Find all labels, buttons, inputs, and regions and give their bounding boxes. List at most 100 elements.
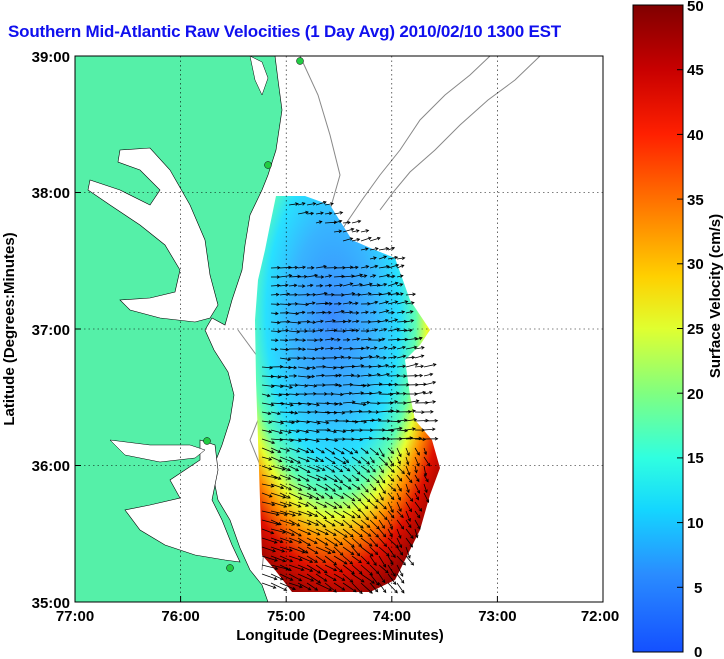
velocity-vector-head [293, 365, 298, 370]
velocity-vector [279, 528, 295, 536]
velocity-vector [360, 465, 370, 473]
velocity-vector [423, 483, 428, 493]
velocity-vector [324, 546, 336, 554]
velocity-vector-head [410, 319, 415, 323]
bathymetry-contour-slope [379, 56, 541, 211]
velocity-vector-head [366, 498, 371, 503]
velocity-vector [387, 420, 401, 423]
velocity-vector [360, 528, 372, 537]
velocity-vector [342, 348, 353, 350]
velocity-vector-head [366, 346, 370, 350]
velocity-vector [378, 364, 389, 368]
velocity-vector-head [358, 409, 363, 414]
velocity-vector [306, 284, 313, 287]
albemarle-sound [109, 439, 206, 463]
velocity-vector [333, 366, 344, 369]
velocity-vector [279, 447, 290, 452]
velocity-vector-head [320, 275, 325, 279]
velocity-vector-head [373, 256, 377, 260]
velocity-vector [324, 438, 338, 442]
velocity-vector [351, 465, 361, 475]
velocity-vector [360, 230, 369, 233]
velocity-vector [270, 582, 287, 591]
velocity-vector [378, 456, 388, 466]
velocity-vector [423, 401, 436, 404]
velocity-vector [387, 519, 393, 530]
velocity-vector [261, 573, 277, 580]
velocity-vector-head [400, 579, 405, 584]
velocity-vector-head [297, 477, 302, 482]
velocity-vector [351, 274, 363, 278]
velocity-vector-head [390, 514, 395, 519]
velocity-vector-head [418, 336, 423, 341]
velocity-vector-head [321, 449, 325, 454]
velocity-vector [351, 320, 359, 323]
velocity-vector [324, 537, 338, 547]
velocity-vector [342, 528, 354, 538]
velocity-vector [297, 456, 310, 462]
velocity-vector [279, 420, 295, 424]
velocity-vector-head [277, 521, 282, 526]
velocity-vector-head [360, 525, 364, 529]
velocity-vector [405, 501, 412, 512]
velocity-vector [351, 573, 365, 583]
velocity-vector-head [394, 300, 399, 304]
velocity-vector [279, 357, 291, 361]
velocity-vector [342, 392, 352, 395]
velocity-vector-head [383, 543, 388, 548]
velocity-vector-head [413, 418, 418, 422]
velocity-vector-head [398, 453, 402, 458]
velocity-vector [306, 519, 319, 526]
velocity-vector-head [281, 549, 286, 553]
velocity-vector-head [411, 355, 416, 360]
velocity-vector-head [339, 569, 343, 573]
velocity-vector-head [268, 466, 273, 471]
velocity-vector-head [314, 513, 319, 517]
velocity-vector [306, 203, 316, 206]
velocity-vector-head [429, 390, 433, 395]
velocity-vector [342, 293, 355, 296]
map-title: Southern Mid-Atlantic Raw Velocities (1 … [8, 22, 561, 41]
velocity-vector-head [328, 283, 333, 288]
velocity-vector [423, 465, 427, 476]
x-tick-label: 72:00 [581, 608, 619, 625]
velocity-vector-head [373, 346, 378, 350]
velocity-vector-head [270, 402, 275, 407]
velocity-vector-head [375, 410, 380, 414]
velocity-vector [405, 483, 410, 493]
velocity-vector-head [296, 329, 301, 334]
velocity-vector [396, 528, 402, 539]
velocity-vector [306, 555, 318, 563]
velocity-vector-head [273, 540, 278, 544]
velocity-vector-head [273, 576, 278, 581]
velocity-vector-head [338, 383, 343, 388]
velocity-vector [378, 573, 386, 583]
velocity-vector-head [302, 347, 307, 352]
velocity-vector [261, 375, 274, 377]
velocity-vector-head [317, 570, 322, 574]
velocity-vector-head [412, 292, 417, 297]
velocity-vector [306, 456, 319, 462]
velocity-vector [288, 555, 303, 561]
velocity-vector [369, 284, 380, 287]
velocity-vector-head [400, 525, 405, 530]
velocity-vector-head [294, 383, 299, 387]
velocity-vector [315, 465, 326, 471]
velocity-vector [324, 411, 337, 414]
velocity-vector [270, 519, 282, 525]
velocity-vector [279, 537, 293, 543]
velocity-vector [387, 537, 399, 548]
velocity-vector-head [391, 246, 396, 251]
velocity-vector [270, 474, 281, 480]
velocity-vector [360, 392, 373, 395]
velocity-vector-head [343, 561, 348, 565]
velocity-vector [387, 319, 398, 323]
velocity-vector-head [404, 300, 409, 304]
velocity-vector-head [347, 220, 351, 225]
velocity-vector [279, 465, 291, 471]
velocity-vector-head [398, 544, 403, 549]
velocity-vector-head [312, 329, 317, 333]
velocity-vector [369, 492, 379, 503]
velocity-vector [387, 392, 399, 395]
